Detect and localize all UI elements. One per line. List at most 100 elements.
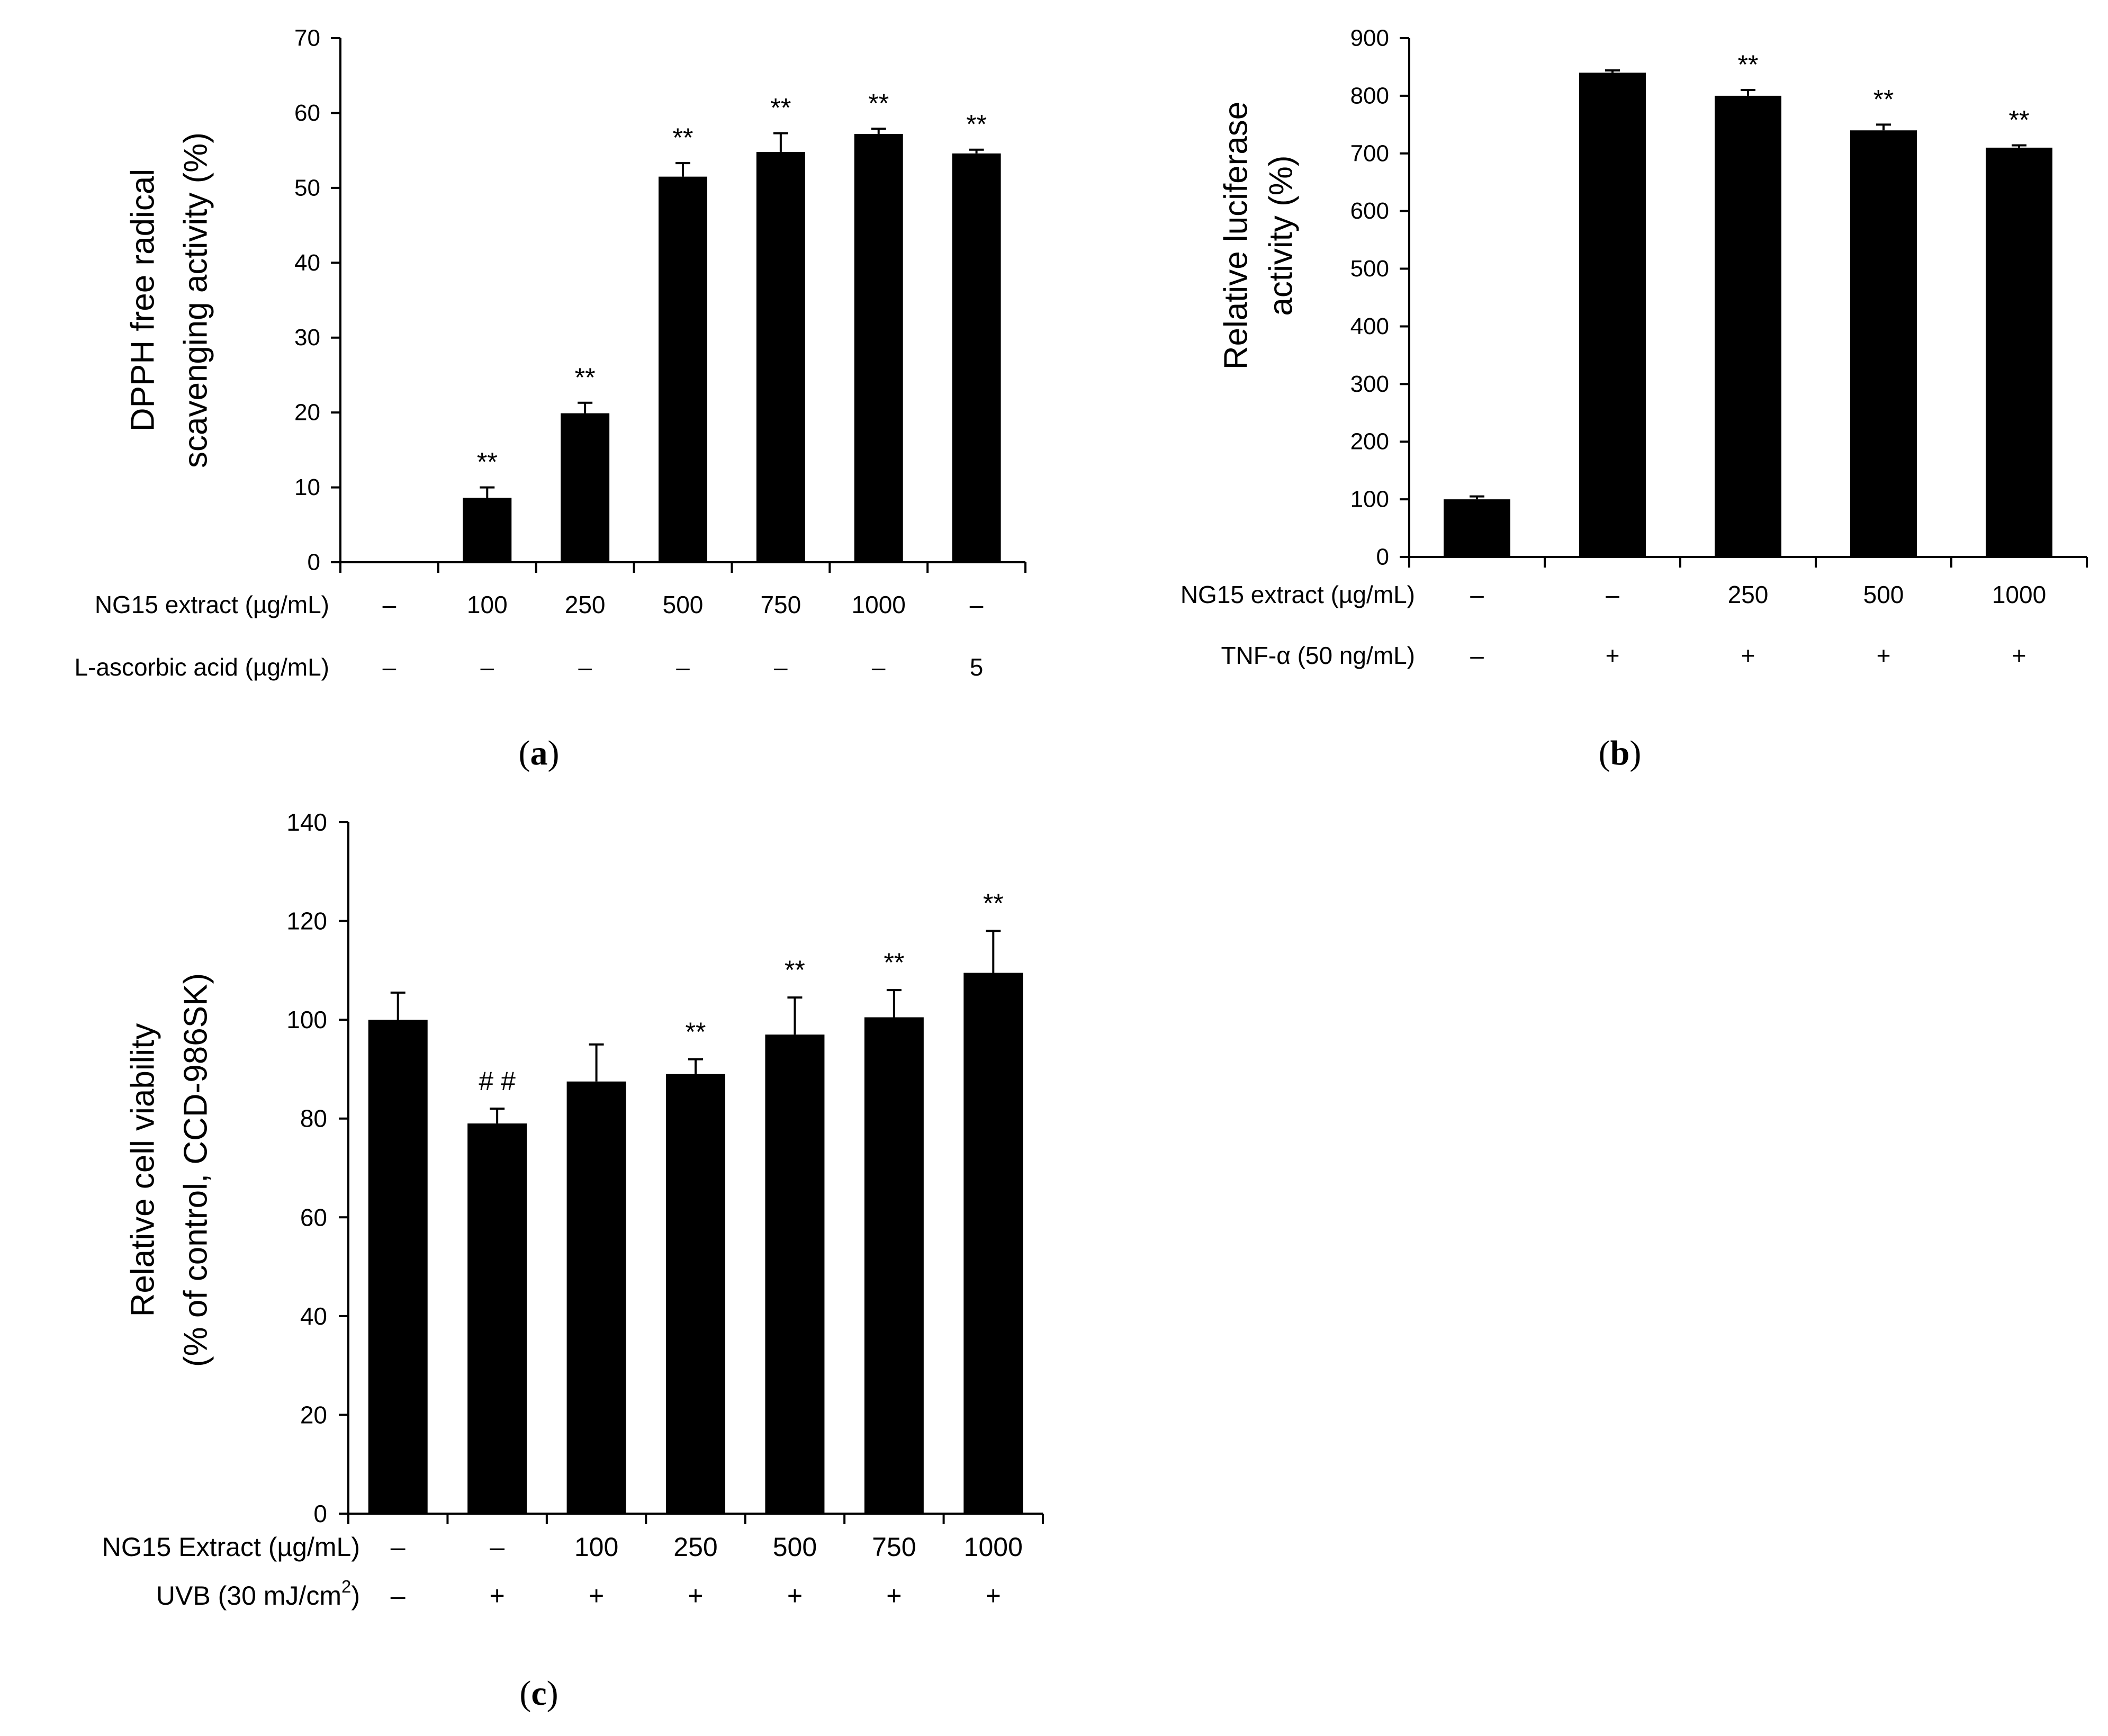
category-row-label: NG15 extract (µg/mL): [1181, 581, 1415, 608]
y-tick-label: 70: [294, 25, 320, 51]
category-value: +: [1606, 642, 1620, 669]
chart-panel-c: 0 20 40 60 80 100 120 140 # # ** ** ** ** Relative ce…: [102, 808, 1044, 1713]
bar: [854, 134, 903, 562]
significance-marker: **: [868, 88, 889, 118]
category-value: –: [490, 1532, 505, 1562]
category-value: –: [383, 653, 397, 681]
significance-marker: # #: [479, 1066, 516, 1096]
category-value: 1000: [1992, 581, 2046, 608]
bar: [368, 1020, 428, 1514]
category-value: +: [787, 1581, 803, 1611]
y-tick-label: 10: [294, 474, 320, 500]
bar: [463, 498, 512, 562]
category-value: 100: [467, 591, 508, 618]
category-value: 750: [872, 1532, 916, 1562]
category-value: –: [391, 1532, 406, 1562]
significance-marker: **: [785, 955, 805, 985]
y-tick-label: 0: [1376, 544, 1389, 570]
category-value: 250: [673, 1532, 717, 1562]
chart-panel-a: 0 10 20 30 40 50 60 70 ** ** ** ** ** ** DPPH free rad…: [74, 25, 1026, 772]
category-value: +: [886, 1581, 902, 1611]
category-value: +: [589, 1581, 604, 1611]
y-axis-label: (% of control, CCD-986SK): [178, 973, 214, 1367]
bar: [1850, 130, 1917, 557]
panel-label: (a): [519, 734, 560, 772]
category-value: –: [774, 653, 788, 681]
category-value: 500: [1863, 581, 1904, 608]
panel-label: (b): [1599, 734, 1642, 772]
y-tick-label: 80: [300, 1105, 327, 1132]
significance-marker: **: [1738, 50, 1759, 79]
category-value: –: [872, 653, 886, 681]
significance-marker: **: [770, 93, 791, 123]
y-tick-label: 0: [313, 1500, 327, 1527]
category-value: 100: [574, 1532, 618, 1562]
category-value: 750: [760, 591, 801, 618]
category-value: –: [1470, 581, 1484, 608]
y-tick-label: 600: [1350, 198, 1389, 224]
y-tick-label: 120: [286, 907, 327, 935]
y-tick-label: 140: [286, 808, 327, 836]
y-tick-label: 900: [1350, 25, 1389, 51]
y-tick-label: 400: [1350, 313, 1389, 339]
y-tick-label: 50: [294, 175, 320, 201]
bar: [963, 973, 1023, 1514]
bar: [666, 1074, 725, 1514]
significance-marker: **: [686, 1017, 706, 1047]
significance-marker: **: [2009, 105, 2030, 135]
category-value: +: [688, 1581, 703, 1611]
bar: [561, 413, 610, 562]
category-value: +: [490, 1581, 505, 1611]
y-axis-label: Relative luciferase: [1218, 102, 1255, 370]
bar: [1579, 73, 1646, 557]
significance-marker: **: [673, 123, 693, 152]
category-value: –: [1470, 642, 1484, 669]
y-tick-label: 60: [300, 1203, 327, 1231]
y-tick-label: 20: [294, 400, 320, 426]
category-value: –: [676, 653, 690, 681]
y-tick-label: 40: [300, 1302, 327, 1330]
significance-marker: **: [1873, 84, 1894, 114]
bar: [659, 176, 707, 563]
category-value: +: [1741, 642, 1755, 669]
category-value: –: [970, 591, 984, 618]
y-tick-label: 200: [1350, 429, 1389, 455]
category-value: 500: [663, 591, 704, 618]
bar: [1986, 147, 2052, 557]
y-tick-label: 40: [294, 250, 320, 276]
bar: [1444, 499, 1510, 557]
category-value: 5: [970, 653, 984, 681]
chart-panel-b: 0 100 200 300 400 500 600 700 800 900 ** ** ** Relati…: [1181, 25, 2088, 772]
y-tick-label: 500: [1350, 256, 1389, 282]
category-row-label: UVB (30 mJ/cm2): [156, 1577, 360, 1611]
category-row-label: NG15 extract (µg/mL): [95, 591, 329, 618]
category-value: –: [383, 591, 397, 618]
y-tick-label: 100: [286, 1006, 327, 1033]
y-axis-label: scavenging activity (%): [178, 132, 214, 468]
y-tick-label: 60: [294, 100, 320, 126]
significance-marker: **: [884, 948, 904, 977]
category-value: 1000: [964, 1532, 1023, 1562]
category-value: –: [578, 653, 592, 681]
bar: [765, 1035, 825, 1514]
bar: [1715, 95, 1781, 557]
category-value: +: [2012, 642, 2026, 669]
bar: [467, 1123, 527, 1514]
significance-marker: **: [575, 363, 596, 392]
category-value: –: [1606, 581, 1619, 608]
category-value: +: [1877, 642, 1891, 669]
y-tick-label: 30: [294, 325, 320, 350]
category-value: 250: [1728, 581, 1769, 608]
y-axis-label: DPPH free radical: [125, 169, 161, 431]
y-tick-label: 100: [1350, 487, 1389, 512]
bar: [566, 1081, 626, 1514]
category-value: 250: [565, 591, 606, 618]
significance-marker: **: [966, 110, 987, 139]
bar: [952, 153, 1001, 562]
category-row-label: TNF-α (50 ng/mL): [1221, 642, 1415, 669]
bar: [864, 1017, 924, 1514]
y-tick-label: 800: [1350, 83, 1389, 109]
category-value: 1000: [852, 591, 906, 618]
y-tick-label: 300: [1350, 371, 1389, 397]
